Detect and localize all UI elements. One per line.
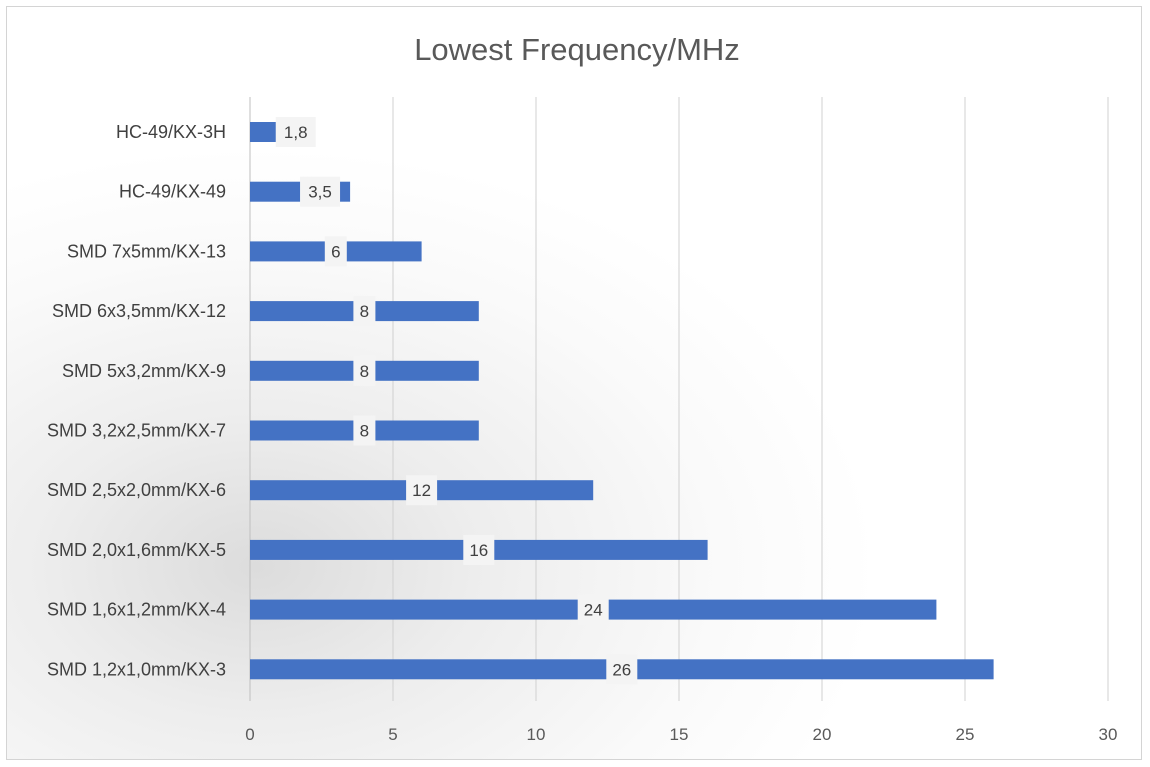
category-label: HC-49/KX-49	[119, 182, 226, 202]
data-label: 1,8	[284, 123, 308, 142]
data-label-box	[300, 176, 341, 207]
x-tick-label: 5	[388, 725, 397, 744]
chart-title: Lowest Frequency/MHz	[414, 32, 740, 67]
data-label-box	[353, 415, 376, 446]
category-label: SMD 1,6x1,2mm/KX-4	[47, 600, 226, 620]
data-label-box	[324, 236, 347, 267]
x-tick-label: 30	[1099, 725, 1118, 744]
x-tick-label: 10	[527, 725, 546, 744]
category-label: SMD 2,0x1,6mm/KX-5	[47, 540, 226, 560]
bars	[250, 122, 994, 680]
data-label: 26	[612, 660, 631, 679]
data-label-box	[606, 654, 638, 685]
category-label: SMD 6x3,5mm/KX-12	[52, 301, 226, 321]
x-tick-label: 20	[813, 725, 832, 744]
data-label-box	[577, 594, 609, 625]
data-label: 12	[412, 481, 431, 500]
category-label: SMD 7x5mm/KX-13	[67, 241, 226, 261]
data-label: 8	[360, 422, 369, 441]
chart-frame: Lowest Frequency/MHz HC-49/KX-3H HC-49/KX…	[6, 6, 1142, 760]
data-label: 8	[360, 302, 369, 321]
data-label: 6	[331, 242, 340, 261]
category-label: SMD 1,2x1,0mm/KX-3	[47, 659, 226, 679]
data-label-box	[353, 355, 376, 386]
category-label: SMD 5x3,2mm/KX-9	[62, 361, 226, 381]
data-label: 24	[584, 601, 603, 620]
bar-chart: Lowest Frequency/MHz HC-49/KX-3HHC-49/KX…	[47, 32, 1118, 744]
category-label: HC-49/KX-3H	[116, 122, 226, 142]
data-label-box	[463, 534, 495, 565]
data-label-box	[406, 475, 438, 506]
category-labels: HC-49/KX-3H HC-49/KX-49 SMD 7x5mm/KX-13 SMD…	[47, 122, 226, 679]
data-labels: 1,8 3,5 6 8 8 8 12 16 24 26	[275, 117, 638, 685]
category-label: SMD 2,5x2,0mm/KX-6	[47, 480, 226, 500]
category-label: SMD 3,2x2,5mm/KX-7	[47, 421, 226, 441]
x-tick-label: 25	[956, 725, 975, 744]
x-tick-label: 0	[245, 725, 254, 744]
data-label: 3,5	[308, 183, 332, 202]
x-axis-ticks: 0 5 10 15 20 25 30	[245, 725, 1117, 744]
x-tick-label: 15	[670, 725, 689, 744]
data-label-box	[275, 117, 316, 147]
data-label-box	[353, 296, 376, 327]
data-label: 8	[360, 362, 369, 381]
data-label: 16	[469, 541, 488, 560]
